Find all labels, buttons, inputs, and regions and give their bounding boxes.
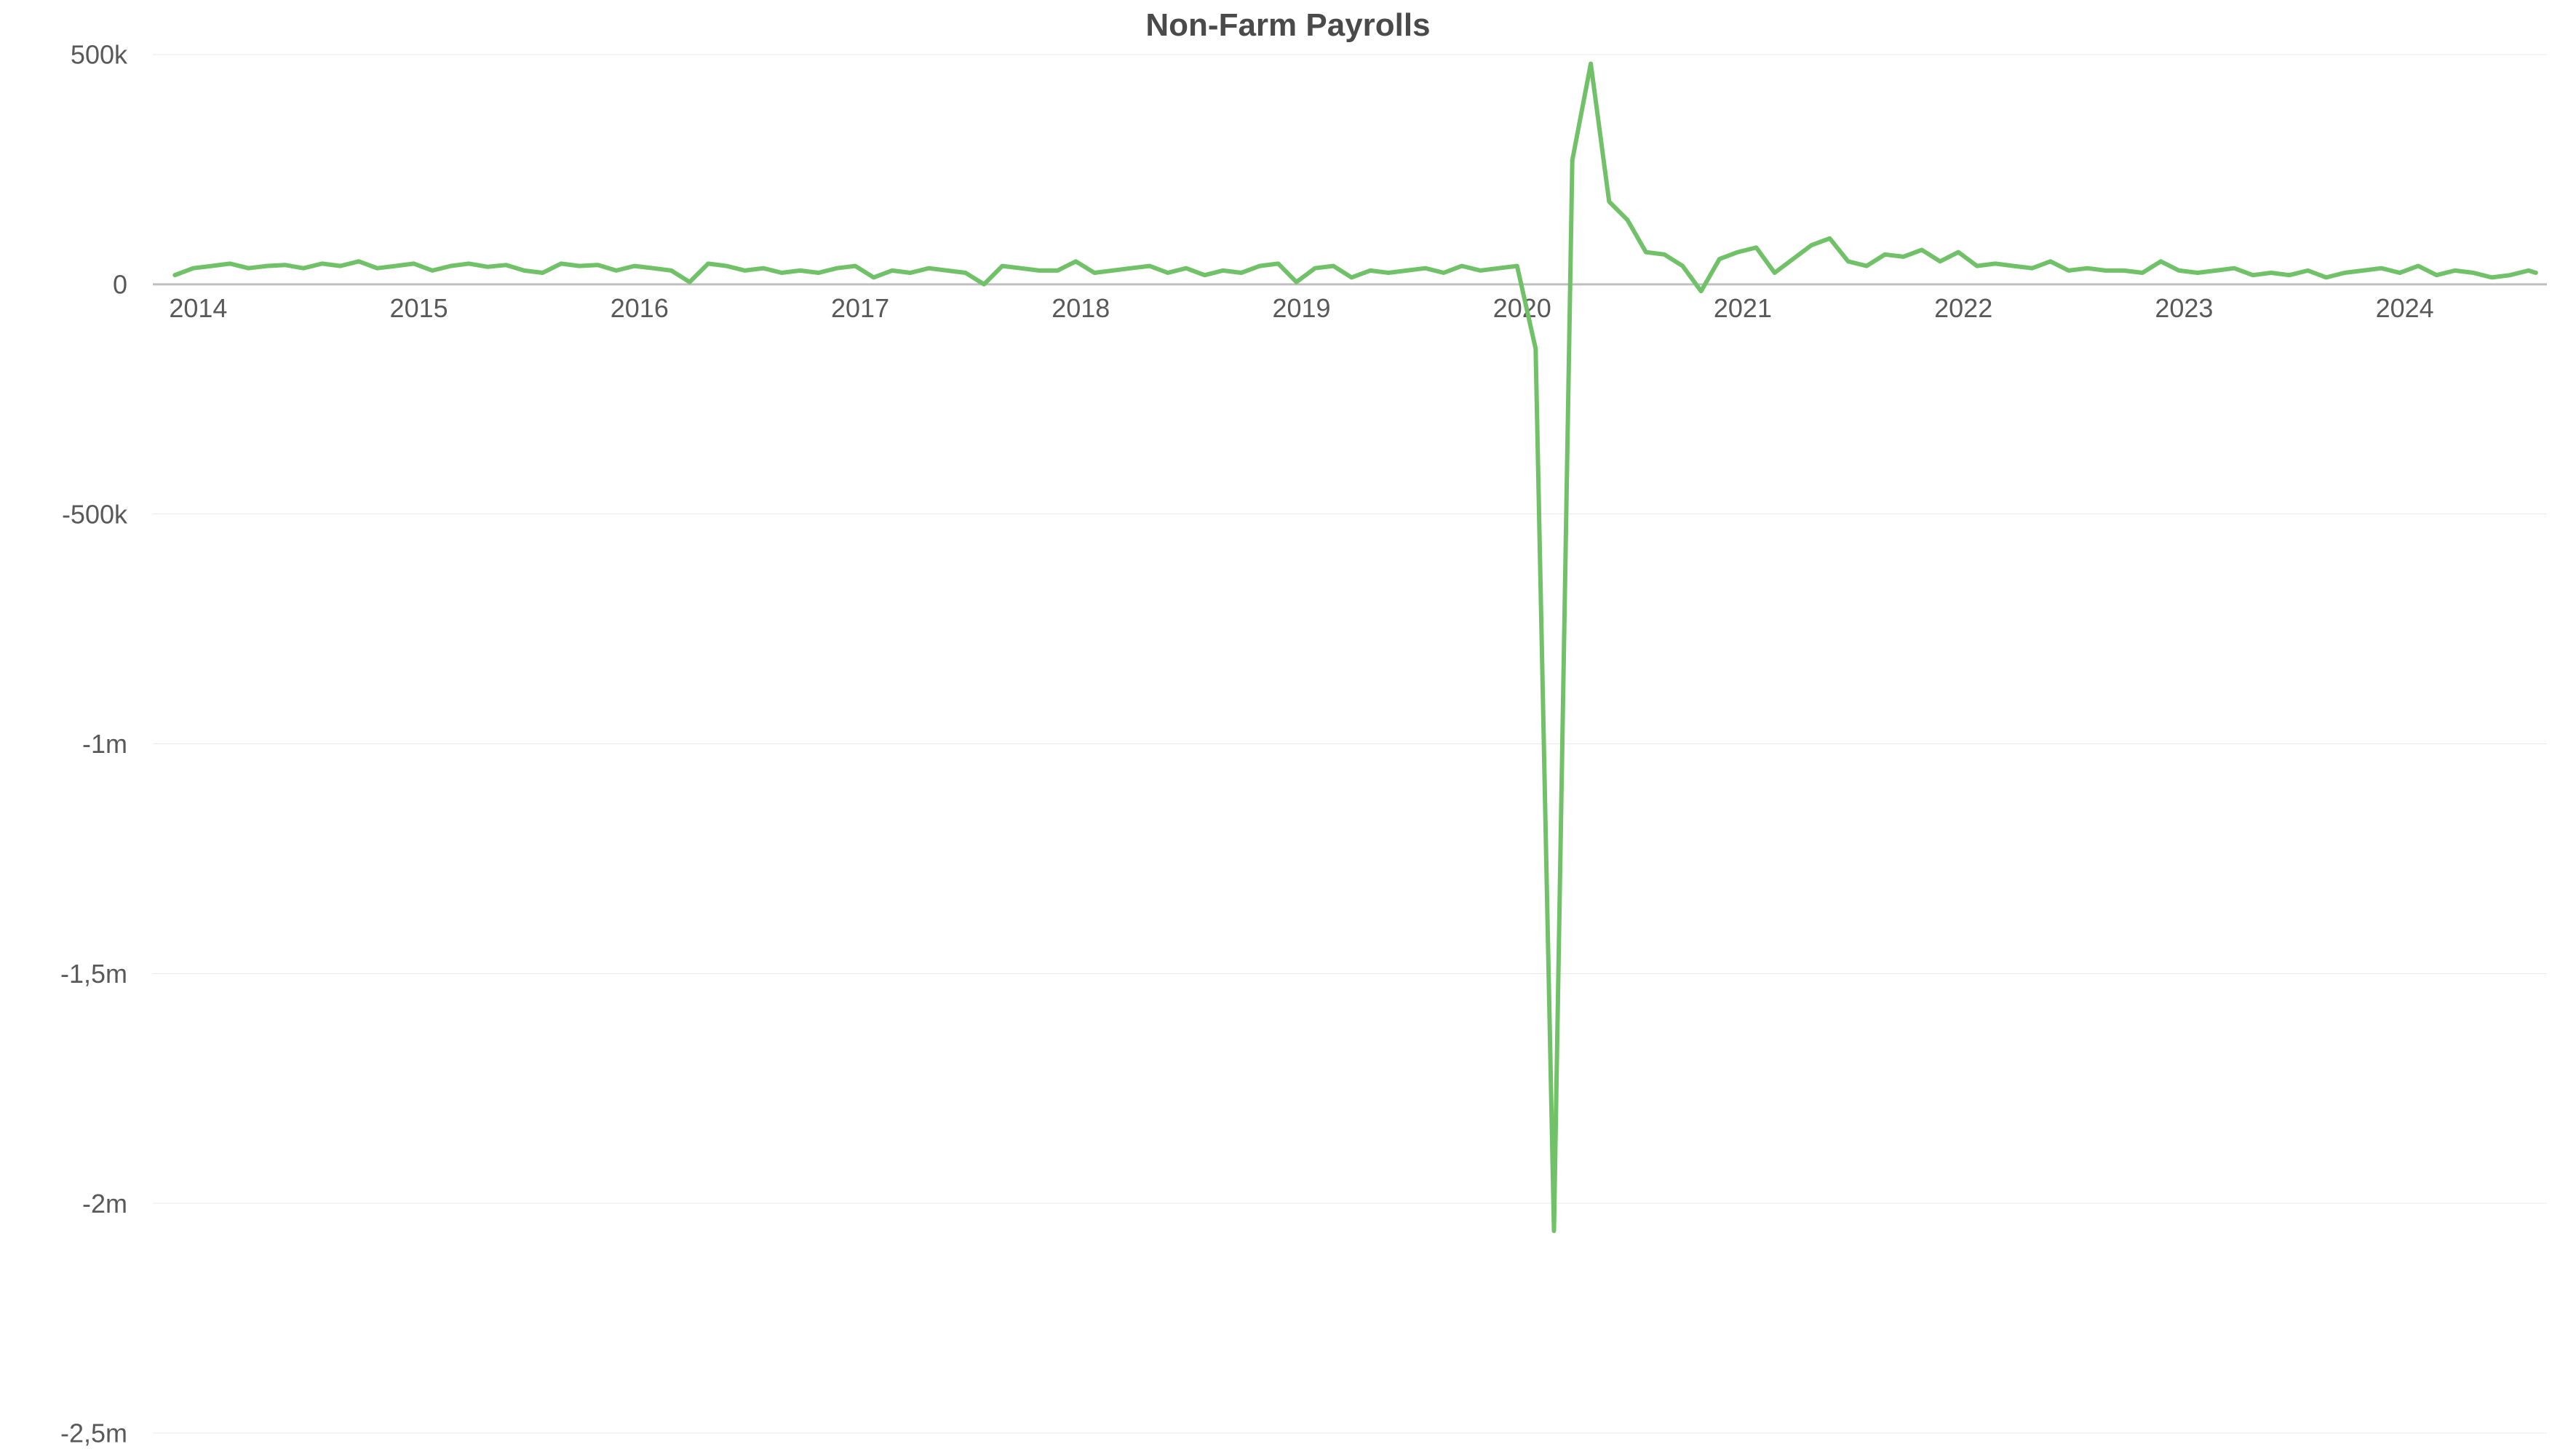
x-axis-label: 2017 [831,293,889,323]
y-axis-label: 0 [113,269,127,299]
x-axis-label: 2015 [390,293,448,323]
x-axis-label: 2021 [1714,293,1772,323]
y-axis-label: -500k [62,499,128,529]
x-axis-label: 2018 [1052,293,1110,323]
y-axis-label: -1m [82,729,127,759]
y-axis-label: -1,5m [60,959,127,989]
x-axis-label: 2023 [2155,293,2213,323]
line-chart: 500k 0 -500k -1m -1,5m -2m -2,5m 2014 2015 2016 20… [0,0,2576,1452]
y-axis-label: -2m [82,1189,127,1218]
y-axis-label: -2,5m [60,1419,127,1448]
series-line [175,64,2536,1232]
chart-container: Non-Farm Payrolls 500k 0 -500k -1m -1,5m -2m -… [0,0,2576,1452]
x-axis-label: 2022 [1934,293,1992,323]
x-axis-label: 2016 [611,293,669,323]
x-axis-label: 2024 [2376,293,2434,323]
chart-title: Non-Farm Payrolls [0,7,2576,44]
x-axis-label: 2019 [1272,293,1330,323]
y-axis-label: 500k [71,40,128,70]
x-axis-label: 2014 [169,293,227,323]
